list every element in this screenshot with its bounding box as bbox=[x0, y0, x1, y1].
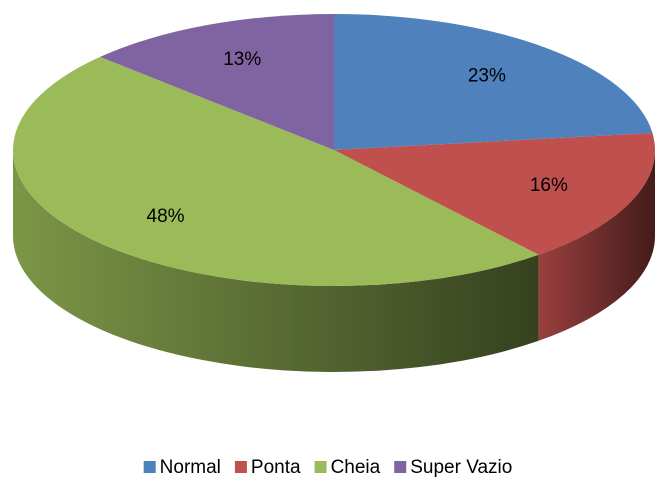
legend-swatch bbox=[234, 461, 247, 473]
data-label: 13% bbox=[223, 49, 261, 70]
legend-swatch bbox=[143, 461, 156, 473]
legend-label: Super Vazio bbox=[410, 457, 512, 478]
data-label: 16% bbox=[530, 175, 568, 196]
legend-label: Normal bbox=[160, 457, 221, 478]
legend-swatch bbox=[394, 461, 407, 473]
legend-label: Cheia bbox=[331, 457, 381, 478]
pie-slice bbox=[334, 132, 655, 255]
data-label: 48% bbox=[147, 206, 185, 227]
pie-slice bbox=[100, 14, 334, 150]
data-label: 23% bbox=[468, 66, 506, 87]
pie-slice bbox=[13, 56, 539, 286]
pie-slice bbox=[334, 14, 653, 150]
legend-label: Ponta bbox=[251, 457, 301, 478]
pie-side bbox=[538, 150, 655, 341]
pie-side bbox=[13, 150, 539, 372]
legend-swatch bbox=[314, 461, 327, 473]
